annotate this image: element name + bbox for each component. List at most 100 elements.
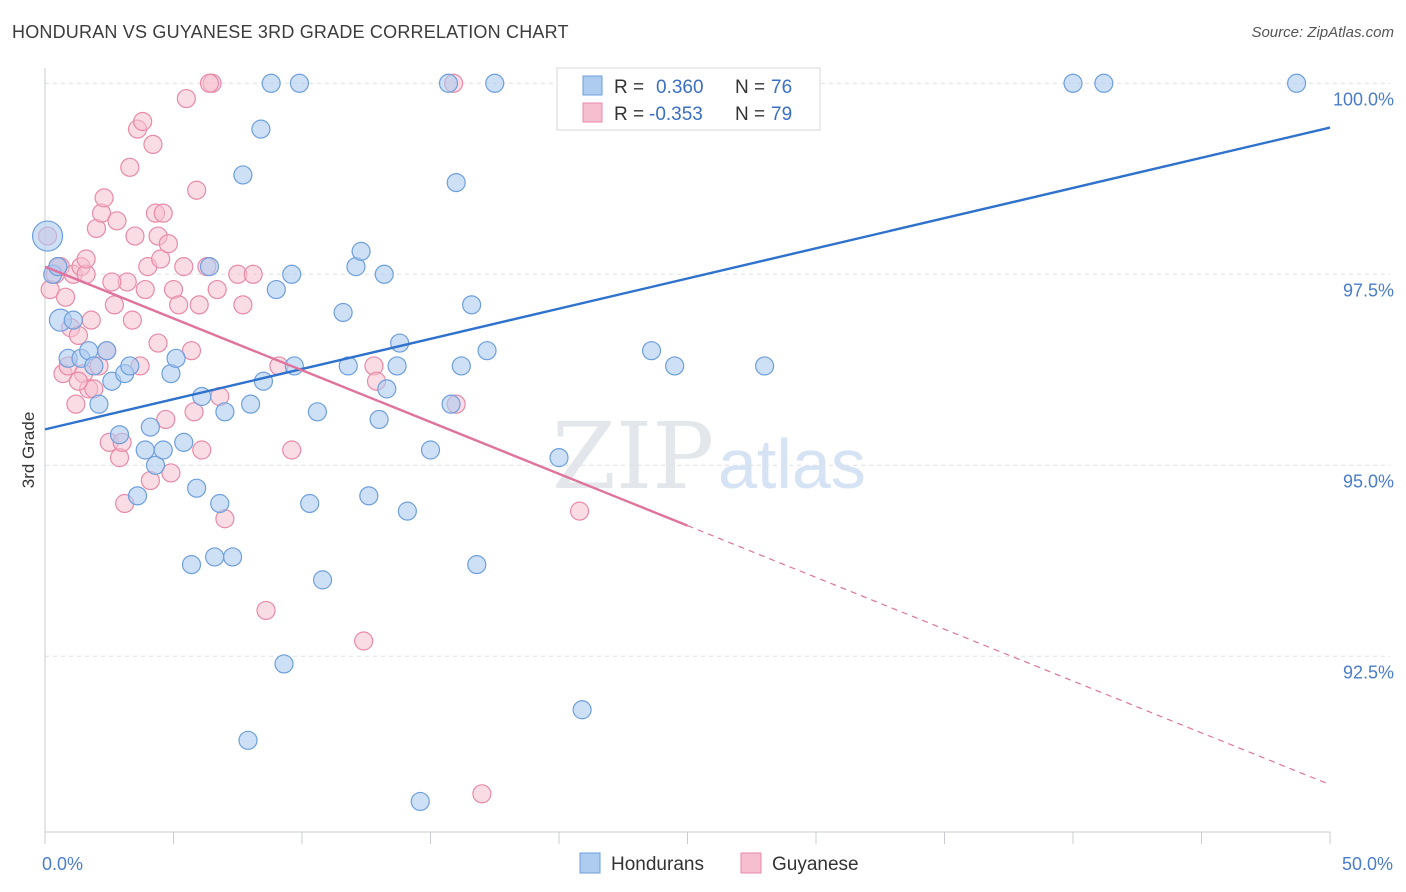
hondurans-point — [665, 356, 685, 376]
guyanese-point — [187, 180, 207, 200]
x-ticks — [44, 832, 1331, 844]
bottom-legend-label-guyanese: Guyanese — [772, 854, 859, 875]
guyanese-point — [199, 73, 220, 93]
guyanese-point — [143, 134, 163, 154]
y-tick-label: 95.0% — [1343, 471, 1394, 491]
guyanese-point — [76, 249, 96, 269]
legend-n-label-guyanese: N = — [735, 104, 765, 125]
hondurans-point — [205, 547, 225, 567]
guyanese-point — [151, 249, 171, 269]
hondurans-point — [462, 295, 482, 315]
bottom-legend-swatch-guyanese — [740, 852, 762, 874]
hondurans-point — [215, 402, 235, 422]
hondurans-point — [549, 448, 569, 468]
hondurans-point — [754, 356, 775, 376]
hondurans-point — [181, 554, 202, 575]
hondurans-point — [109, 425, 130, 445]
hondurans-point — [223, 547, 243, 567]
hondurans-point — [397, 501, 417, 521]
guyanese-trend-extension — [687, 525, 1331, 786]
hondurans-point — [1063, 73, 1083, 93]
y-tick-labels: 100.0% 97.5% 95.0% 92.5% — [1333, 89, 1394, 682]
hondurans-point — [300, 493, 320, 514]
hondurans-point — [333, 302, 353, 323]
y-tick-label: 100.0% — [1333, 89, 1394, 109]
hondurans-point — [641, 341, 662, 361]
hondurans-point — [174, 432, 194, 452]
hondurans-point — [253, 371, 274, 391]
guyanese-point — [68, 371, 89, 391]
legend-r-label-guyanese: R = — [614, 104, 644, 125]
legend-n-value-hondurans: 76 — [771, 77, 792, 98]
hondurans-point — [140, 417, 160, 437]
y-tick-label: 97.5% — [1343, 280, 1394, 300]
guyanese-point — [192, 440, 212, 460]
guyanese-point — [104, 295, 124, 315]
hondurans-point — [274, 654, 294, 674]
hondurans-point — [266, 279, 286, 300]
guyanese-point — [122, 310, 142, 330]
x-tick-labels: 0.0% 50.0% — [42, 854, 1393, 874]
guyanese-point — [282, 440, 302, 460]
guyanese-point — [148, 333, 168, 353]
legend-swatch-hondurans — [582, 75, 603, 96]
hondurans-point — [233, 165, 253, 185]
legend-n-label-hondurans: N = — [735, 77, 765, 98]
hondurans-point — [441, 394, 461, 414]
guyanese-point — [133, 111, 153, 132]
chart-source: Source: ZipAtlas.com — [1251, 24, 1394, 41]
legend-swatch-guyanese — [582, 102, 603, 123]
hondurans-point — [387, 356, 407, 376]
hondurans-point — [374, 264, 394, 284]
legend-n-value-guyanese: 79 — [771, 104, 792, 125]
x-tick-label: 0.0% — [42, 854, 83, 874]
hondurans-point — [199, 257, 220, 277]
hondurans-point — [446, 173, 466, 193]
guyanese-point — [158, 234, 178, 254]
guyanese-point — [189, 295, 209, 315]
guyanese-trend-line — [44, 265, 688, 527]
guyanese-point — [169, 295, 189, 315]
guyanese-point — [81, 310, 101, 330]
hondurans-point — [166, 348, 186, 368]
hondurans-point — [97, 341, 117, 361]
hondurans-point — [251, 119, 271, 139]
guyanese-point — [233, 295, 253, 315]
hondurans-point — [187, 478, 207, 498]
chart-title: HONDURAN VS GUYANESE 3RD GRADE CORRELATI… — [12, 22, 569, 42]
hondurans-point — [31, 220, 64, 252]
hondurans-point — [135, 440, 155, 460]
hondurans-point — [153, 440, 173, 460]
trend-lines — [44, 126, 1331, 786]
watermark: ZIP atlas — [552, 403, 866, 510]
bottom-legend-label-hondurans: Hondurans — [611, 854, 704, 875]
guyanese-point — [472, 784, 492, 804]
y-tick-label: 92.5% — [1343, 662, 1394, 682]
guyanese-point — [176, 88, 196, 109]
hondurans-point — [307, 402, 328, 422]
watermark-zip: ZIP — [552, 403, 714, 510]
hondurans-point — [351, 241, 371, 261]
hondurans-trend-line — [44, 126, 1331, 431]
x-tick-label: 50.0% — [1342, 854, 1393, 874]
hondurans-point — [312, 570, 333, 590]
guyanese-point — [354, 631, 374, 651]
guyanese-point — [207, 279, 227, 300]
hondurans-point — [210, 493, 230, 514]
top-legend: R = 0.360 N = 76 R = -0.353 N = 79 — [556, 67, 821, 131]
hondurans-point — [1286, 73, 1307, 93]
y-axis-title: 3rd Grade — [19, 412, 38, 489]
guyanese-point — [153, 203, 173, 223]
hondurans-point — [451, 356, 471, 376]
hondurans-point — [261, 73, 281, 93]
hondurans-point — [1094, 73, 1114, 93]
hondurans-point — [572, 700, 592, 720]
guyanese-point — [174, 257, 194, 277]
hondurans-point — [289, 73, 310, 93]
guyanese-point — [181, 341, 202, 361]
hondurans-point — [467, 554, 487, 575]
guyanese-point — [569, 501, 590, 521]
hondurans-point — [438, 73, 459, 93]
hondurans-point — [377, 379, 397, 399]
bottom-legend-swatch-hondurans — [579, 852, 601, 874]
